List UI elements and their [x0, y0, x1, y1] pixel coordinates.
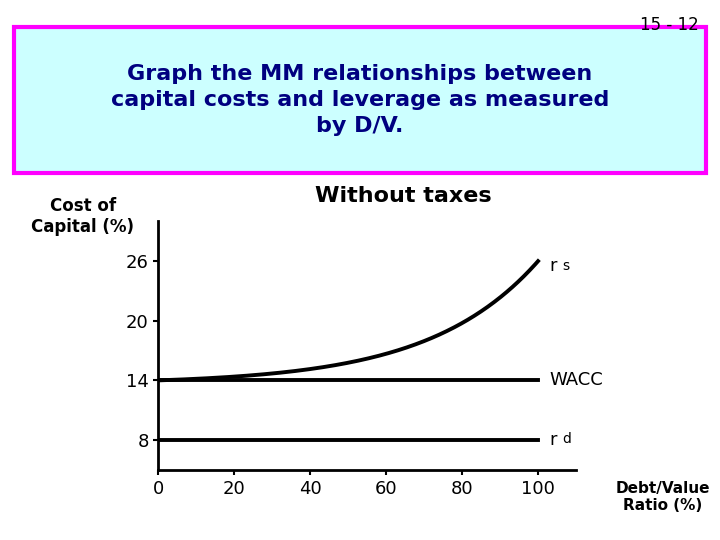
- Text: Without taxes: Without taxes: [315, 186, 492, 206]
- Text: Graph the MM relationships between
capital costs and leverage as measured
by D/V: Graph the MM relationships between capit…: [111, 64, 609, 136]
- Text: WACC: WACC: [549, 372, 603, 389]
- Text: r: r: [549, 257, 557, 275]
- Text: d: d: [563, 433, 572, 447]
- Text: 15 - 12: 15 - 12: [639, 16, 698, 34]
- Text: Cost of
Capital (%): Cost of Capital (%): [31, 197, 135, 236]
- Text: Debt/Value
Ratio (%): Debt/Value Ratio (%): [615, 481, 710, 513]
- Text: r: r: [549, 431, 557, 449]
- Text: s: s: [563, 259, 570, 273]
